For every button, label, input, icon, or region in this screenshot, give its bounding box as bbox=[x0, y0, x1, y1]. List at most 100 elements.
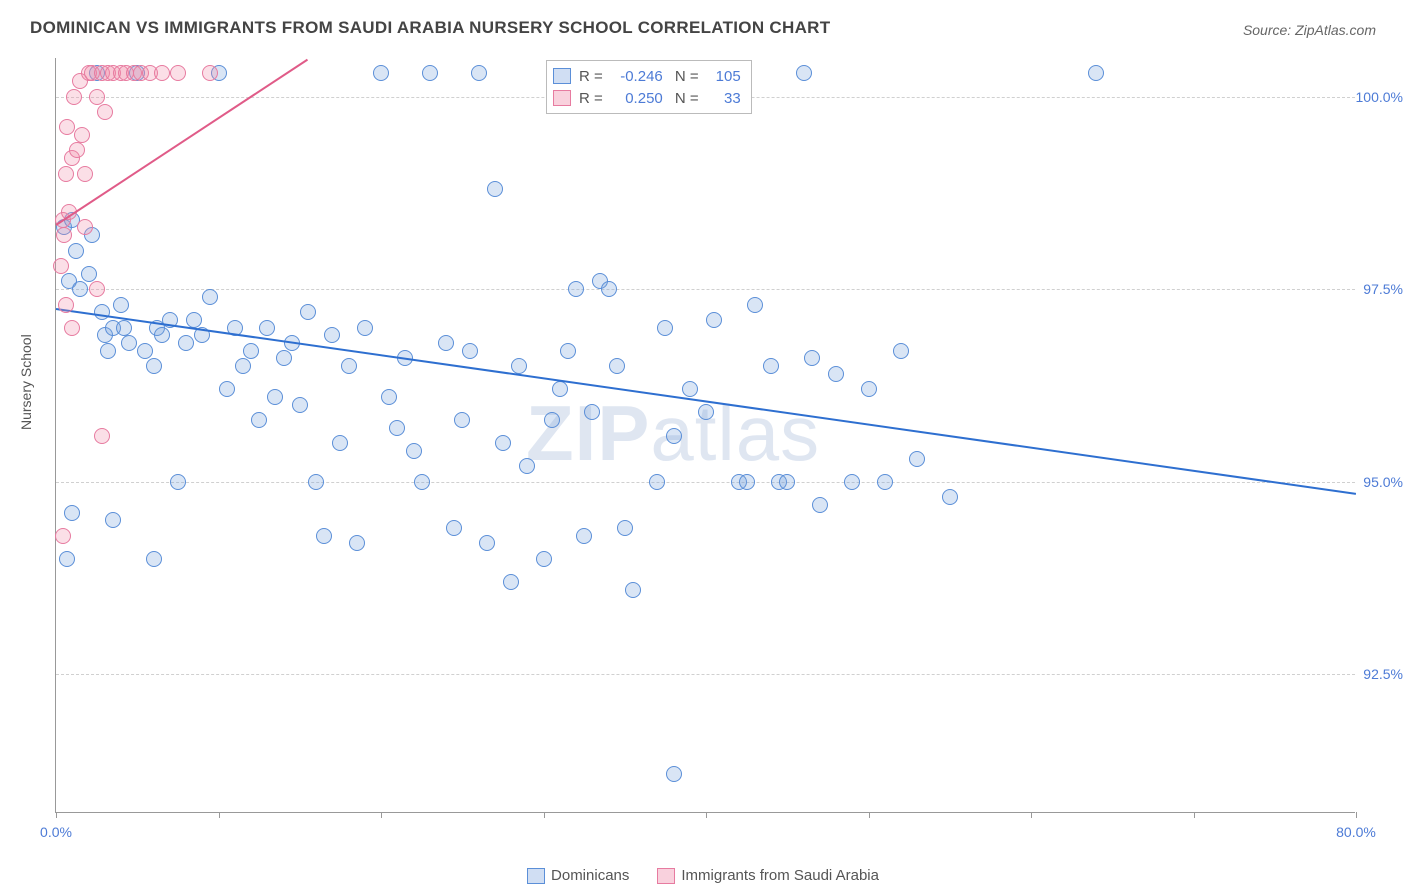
data-point bbox=[324, 327, 340, 343]
data-point bbox=[779, 474, 795, 490]
data-point bbox=[495, 435, 511, 451]
data-point bbox=[94, 304, 110, 320]
data-point bbox=[609, 358, 625, 374]
data-point bbox=[170, 65, 186, 81]
stat-r-label: R = bbox=[579, 68, 603, 85]
trend-line bbox=[55, 58, 308, 225]
data-point bbox=[259, 320, 275, 336]
stats-row: R =0.250 N =33 bbox=[553, 87, 741, 109]
chart-header: DOMINICAN VS IMMIGRANTS FROM SAUDI ARABI… bbox=[0, 0, 1406, 46]
data-point bbox=[69, 142, 85, 158]
data-point bbox=[357, 320, 373, 336]
data-point bbox=[68, 243, 84, 259]
legend-item: Dominicans bbox=[527, 867, 629, 884]
chart-title: DOMINICAN VS IMMIGRANTS FROM SAUDI ARABI… bbox=[30, 18, 830, 38]
data-point bbox=[568, 281, 584, 297]
stat-n-value: 105 bbox=[707, 68, 741, 85]
data-point bbox=[58, 166, 74, 182]
data-point bbox=[519, 458, 535, 474]
series-legend: Dominicans Immigrants from Saudi Arabia bbox=[0, 867, 1406, 884]
data-point bbox=[560, 343, 576, 359]
data-point bbox=[909, 451, 925, 467]
data-point bbox=[511, 358, 527, 374]
data-point bbox=[58, 297, 74, 313]
data-point bbox=[186, 312, 202, 328]
gridline bbox=[56, 482, 1355, 483]
data-point bbox=[389, 420, 405, 436]
data-point bbox=[877, 474, 893, 490]
data-point bbox=[454, 412, 470, 428]
data-point bbox=[1088, 65, 1104, 81]
data-point bbox=[59, 551, 75, 567]
data-point bbox=[796, 65, 812, 81]
data-point bbox=[381, 389, 397, 405]
x-tick bbox=[869, 812, 870, 818]
data-point bbox=[666, 766, 682, 782]
data-point bbox=[64, 320, 80, 336]
data-point bbox=[154, 327, 170, 343]
x-tick-label: 0.0% bbox=[40, 824, 72, 840]
data-point bbox=[576, 528, 592, 544]
data-point bbox=[844, 474, 860, 490]
data-point bbox=[146, 358, 162, 374]
data-point bbox=[625, 582, 641, 598]
data-point bbox=[812, 497, 828, 513]
data-point bbox=[349, 535, 365, 551]
stat-r-value: 0.250 bbox=[611, 90, 663, 107]
legend-label: Dominicans bbox=[551, 867, 629, 884]
data-point bbox=[292, 397, 308, 413]
data-point bbox=[276, 350, 292, 366]
stat-r-label: R = bbox=[579, 90, 603, 107]
legend-swatch bbox=[553, 68, 571, 84]
data-point bbox=[53, 258, 69, 274]
x-tick bbox=[56, 812, 57, 818]
scatter-chart: ZIPatlas 92.5%95.0%97.5%100.0%0.0%80.0%R… bbox=[55, 58, 1355, 813]
data-point bbox=[649, 474, 665, 490]
data-point bbox=[154, 65, 170, 81]
data-point bbox=[97, 104, 113, 120]
data-point bbox=[462, 343, 478, 359]
data-point bbox=[74, 127, 90, 143]
data-point bbox=[55, 528, 71, 544]
x-tick bbox=[706, 812, 707, 818]
stat-n-label: N = bbox=[671, 68, 699, 85]
data-point bbox=[100, 343, 116, 359]
data-point bbox=[471, 65, 487, 81]
data-point bbox=[657, 320, 673, 336]
legend-swatch bbox=[553, 90, 571, 106]
data-point bbox=[544, 412, 560, 428]
data-point bbox=[89, 89, 105, 105]
legend-label: Immigrants from Saudi Arabia bbox=[681, 867, 879, 884]
data-point bbox=[77, 166, 93, 182]
x-tick bbox=[219, 812, 220, 818]
stats-row: R =-0.246 N =105 bbox=[553, 65, 741, 87]
data-point bbox=[251, 412, 267, 428]
data-point bbox=[601, 281, 617, 297]
legend-swatch bbox=[657, 868, 675, 884]
data-point bbox=[146, 551, 162, 567]
data-point bbox=[414, 474, 430, 490]
data-point bbox=[72, 281, 88, 297]
data-point bbox=[178, 335, 194, 351]
data-point bbox=[763, 358, 779, 374]
data-point bbox=[267, 389, 283, 405]
data-point bbox=[422, 65, 438, 81]
data-point bbox=[373, 65, 389, 81]
data-point bbox=[341, 358, 357, 374]
data-point bbox=[617, 520, 633, 536]
data-point bbox=[861, 381, 877, 397]
data-point bbox=[893, 343, 909, 359]
data-point bbox=[332, 435, 348, 451]
data-point bbox=[804, 350, 820, 366]
data-point bbox=[243, 343, 259, 359]
data-point bbox=[116, 320, 132, 336]
data-point bbox=[170, 474, 186, 490]
data-point bbox=[479, 535, 495, 551]
data-point bbox=[113, 297, 129, 313]
x-tick bbox=[1194, 812, 1195, 818]
y-tick-label: 92.5% bbox=[1363, 666, 1403, 682]
data-point bbox=[56, 227, 72, 243]
y-tick-label: 100.0% bbox=[1356, 89, 1403, 105]
y-tick-label: 95.0% bbox=[1363, 474, 1403, 490]
trend-line bbox=[56, 308, 1356, 495]
